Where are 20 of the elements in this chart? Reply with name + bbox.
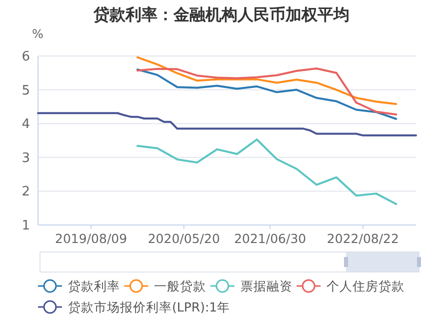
y-tick-label: 4 bbox=[22, 117, 30, 132]
legend-label: 个人住房贷款 bbox=[326, 278, 405, 294]
y-tick-label: 6 bbox=[22, 50, 30, 64]
y-tick-label: 5 bbox=[22, 83, 30, 98]
y-tick-label: 3 bbox=[22, 150, 30, 166]
x-tick-label: 2022/08/22 bbox=[326, 231, 399, 246]
legend-label: 票据融资 bbox=[240, 278, 292, 294]
y-tick-label: 1 bbox=[22, 218, 30, 234]
legend-label: 贷款市场报价利率(LPR):1年 bbox=[68, 300, 230, 314]
x-tick-label: 2019/08/09 bbox=[55, 231, 128, 246]
line-series bbox=[136, 138, 398, 206]
chart-title: 贷款利率：金融机构人民币加权平均 bbox=[92, 5, 350, 24]
y-tick-label: 2 bbox=[22, 184, 30, 200]
legend-label: 贷款利率 bbox=[68, 278, 120, 294]
line-series bbox=[37, 112, 417, 136]
x-tick-label: 2020/05/20 bbox=[148, 231, 220, 246]
legend-label: 一般贷款 bbox=[154, 278, 206, 294]
y-axis-title: % bbox=[32, 27, 44, 41]
x-tick-label: 2021/06/30 bbox=[234, 231, 306, 246]
line-series bbox=[136, 56, 398, 105]
